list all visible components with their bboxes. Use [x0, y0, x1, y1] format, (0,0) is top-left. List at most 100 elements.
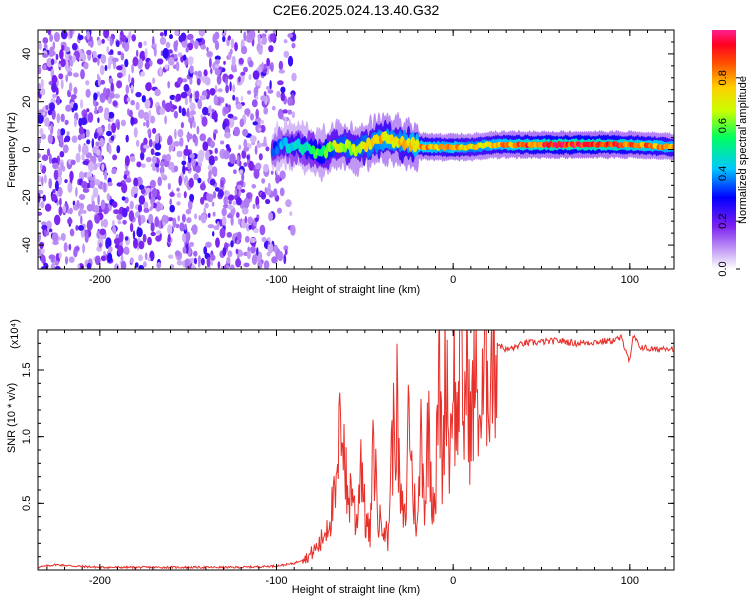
noise-blob [73, 102, 78, 111]
noise-blob [207, 164, 213, 171]
noise-blob [211, 111, 218, 120]
noise-blob [141, 95, 146, 103]
noise-blob [48, 254, 56, 260]
noise-blob [42, 194, 46, 202]
noise-blob [189, 110, 196, 116]
noise-blob [130, 116, 135, 126]
noise-blob [249, 135, 257, 143]
noise-blob [142, 233, 147, 243]
noise-blob [228, 74, 234, 80]
noise-blob [109, 92, 115, 99]
noise-blob [260, 95, 267, 102]
noise-blob [234, 42, 238, 52]
noise-blob [83, 62, 89, 70]
noise-blob [200, 44, 207, 50]
noise-blob [238, 189, 241, 197]
noise-blob [81, 153, 85, 161]
noise-blob [72, 200, 76, 206]
noise-blob [157, 176, 162, 187]
noise-blob [85, 129, 90, 138]
noise-blob [207, 212, 211, 218]
noise-blob [174, 250, 181, 257]
noise-blob [208, 170, 212, 180]
noise-blob [209, 57, 212, 69]
noise-blob [280, 86, 286, 94]
noise-blob [131, 77, 135, 86]
noise-blob [261, 35, 267, 45]
noise-blob [115, 40, 120, 48]
noise-blob [209, 140, 215, 148]
noise-blob [223, 150, 230, 160]
noise-blob [108, 77, 114, 84]
noise-blob [180, 91, 188, 99]
noise-blob [255, 95, 259, 100]
noise-blob [211, 166, 218, 176]
noise-blob [243, 139, 248, 149]
noise-blob [130, 156, 136, 163]
noise-blob [173, 40, 178, 52]
noise-blob [234, 188, 238, 196]
noise-blob [203, 207, 206, 218]
noise-blob [202, 106, 209, 116]
noise-blob [250, 246, 256, 254]
noise-blob [160, 171, 165, 178]
noise-blob [210, 68, 213, 75]
noise-blob [99, 137, 105, 148]
noise-blob [125, 84, 130, 95]
noise-blob [237, 218, 241, 225]
noise-blob [186, 133, 193, 140]
ridge-cell [364, 142, 369, 153]
noise-blob [38, 232, 42, 243]
noise-blob [97, 162, 101, 167]
noise-blob [138, 195, 146, 205]
noise-blob [173, 110, 179, 119]
noise-blob [156, 230, 162, 235]
noise-blob [209, 178, 216, 186]
noise-blob [212, 231, 215, 237]
noise-blob [117, 51, 122, 56]
noise-blob [235, 103, 243, 110]
noise-blob [211, 201, 215, 207]
noise-blob [140, 151, 145, 161]
noise-blob [197, 99, 203, 110]
colorbar-tick-label: 0.0 [717, 261, 729, 276]
noise-blob [179, 222, 185, 232]
noise-blob [204, 202, 209, 209]
noise-blob [87, 161, 95, 172]
noise-blob [120, 52, 125, 61]
noise-blob [77, 134, 82, 141]
noise-blob [224, 190, 228, 196]
noise-blob [104, 107, 110, 115]
noise-blob [143, 122, 146, 127]
noise-blob [203, 69, 208, 77]
noise-blob [254, 145, 258, 155]
noise-blob [38, 175, 42, 183]
noise-blob [124, 58, 129, 68]
noise-blob [168, 254, 174, 259]
noise-blob [173, 165, 179, 172]
noise-blob [184, 223, 187, 231]
noise-blob [200, 196, 205, 205]
noise-blob [154, 216, 159, 228]
noise-blob [52, 162, 59, 170]
noise-blob [51, 193, 57, 202]
noise-blob [64, 179, 68, 184]
noise-blob [120, 119, 126, 127]
noise-blob [175, 61, 180, 72]
noise-blob [43, 229, 47, 237]
noise-blob [131, 34, 136, 42]
noise-blob [125, 177, 132, 183]
noise-blob [81, 181, 88, 189]
noise-blob [44, 203, 52, 212]
noise-blob [87, 40, 92, 47]
noise-blob [38, 152, 41, 159]
noise-blob [130, 99, 135, 106]
noise-blob [124, 236, 129, 241]
noise-blob [126, 97, 131, 102]
noise-blob [56, 113, 61, 124]
noise-blob [99, 228, 106, 236]
noise-blob [67, 71, 73, 77]
noise-blob [149, 250, 155, 262]
noise-blob [243, 66, 248, 73]
noise-blob [215, 59, 220, 65]
